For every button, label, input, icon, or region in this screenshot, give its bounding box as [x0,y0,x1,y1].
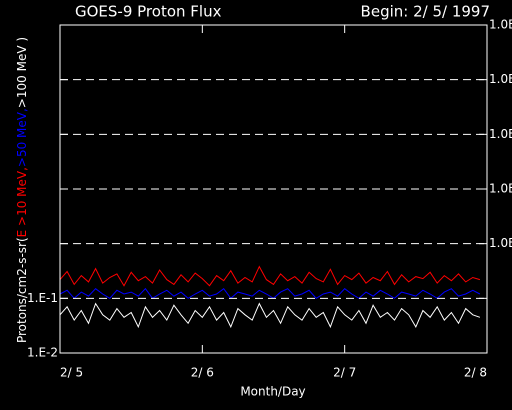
y-tick-label: 1.E-2 [27,346,58,360]
y-axis-label-series: >50 MeV, [15,108,29,167]
series-line [59,302,481,329]
y-tick-label: 1.E-1 [27,291,58,305]
y-tick-label: 1.0E4 [489,18,512,32]
series-line [59,265,481,287]
series-line [59,287,481,300]
chart-subtitle: Begin: 2/ 5/ 1997 [361,3,490,21]
x-tick-label: 2/ 6 [191,366,214,380]
y-tick-label: 1.0E1 [489,182,512,196]
y-tick-label: 1.0E3 [489,72,512,86]
y-tick-label: 1.0E0 [489,236,512,250]
x-axis-label: Month/Day [240,385,305,399]
y-axis-label-prefix: Protons/cm2-s-sr( [15,237,29,343]
y-tick-label: 1.0E2 [489,127,512,141]
y-axis-label: Protons/cm2-s-sr(E >10 MeV,>50 MeV,>100 … [15,37,29,343]
x-tick-label: 2/ 5 [60,366,83,380]
x-tick-label: 2/ 8 [464,366,487,380]
y-axis-label-series: E >10 MeV, [15,167,29,237]
plot-frame [59,24,488,354]
x-tick-label: 2/ 7 [333,366,356,380]
y-axis-label-series: >100 MeV ) [15,37,29,108]
chart-title: GOES-9 Proton Flux [75,3,222,21]
